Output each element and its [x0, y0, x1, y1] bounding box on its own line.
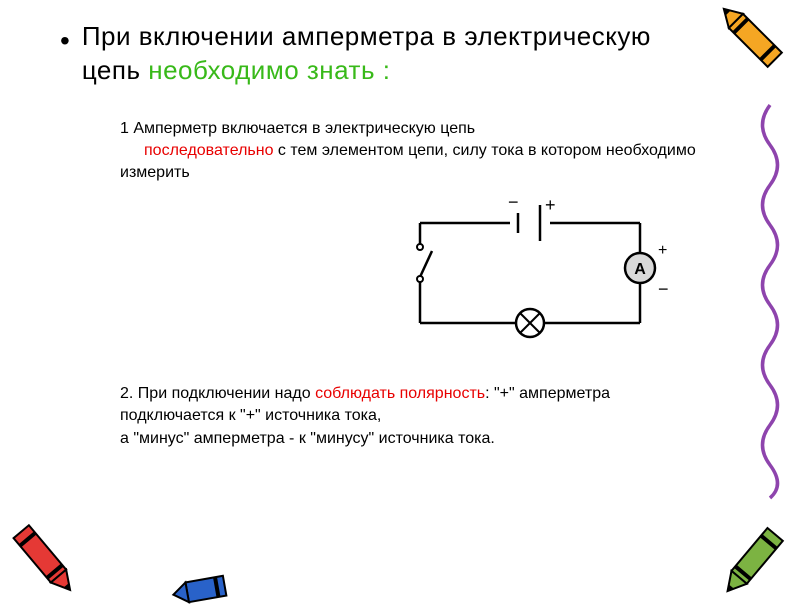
svg-text:−: − [508, 193, 519, 212]
title-green-part: необходимо знать : [148, 55, 390, 85]
squiggle-icon [750, 100, 790, 500]
svg-text:+: + [545, 195, 556, 215]
bullet-icon: • [60, 24, 70, 58]
para1-red: последовательно [144, 142, 273, 159]
para1-line1: 1 Амперметр включается в электрическую ц… [120, 118, 710, 140]
title-text: При включении амперметра в электрическую… [82, 20, 710, 88]
para2-red: соблюдать полярность [315, 385, 485, 402]
crayon-orange-icon [710, 0, 790, 80]
paragraph-1: 1 Амперметр включается в электрическую ц… [120, 118, 710, 185]
para2-line3: а "минус" амперметра - к "минусу" источн… [120, 428, 710, 450]
svg-text:+: + [658, 242, 667, 259]
crayon-green-icon [710, 520, 795, 605]
paragraph-2: 2. При подключении надо соблюдать полярн… [120, 383, 710, 450]
circuit-diagram: − + А + − [400, 193, 680, 343]
title-block: • При включении амперметра в электрическ… [60, 20, 710, 88]
crayon-red-icon [0, 515, 90, 605]
svg-text:−: − [658, 279, 669, 299]
svg-text:А: А [634, 261, 646, 278]
crayon-blue-icon [160, 565, 240, 615]
para2-line1-black: 2. При подключении надо [120, 385, 315, 402]
